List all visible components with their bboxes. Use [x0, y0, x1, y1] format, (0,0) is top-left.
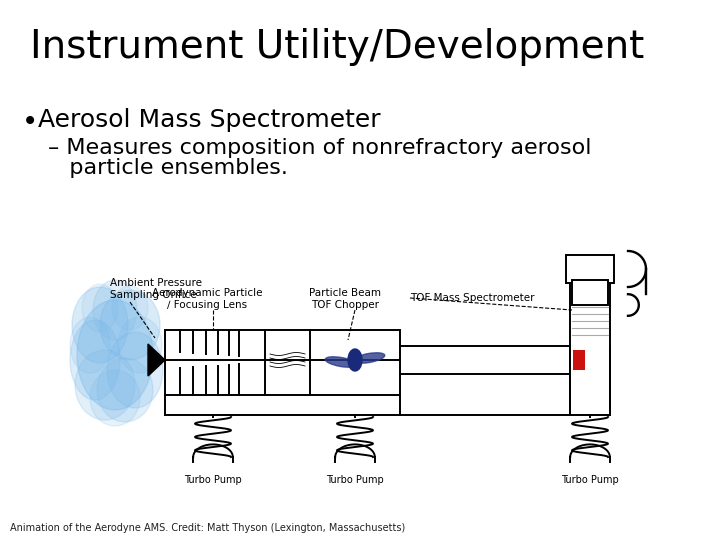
Bar [566, 255, 614, 283]
Ellipse shape [70, 320, 120, 400]
Ellipse shape [325, 357, 357, 367]
Text: Aerodynamic Particle
∕ Focusing Lens: Aerodynamic Particle ∕ Focusing Lens [152, 288, 262, 310]
Ellipse shape [93, 280, 137, 340]
Ellipse shape [100, 290, 160, 360]
Text: Turbo Pump: Turbo Pump [326, 475, 384, 485]
Ellipse shape [107, 332, 163, 408]
Ellipse shape [97, 358, 153, 422]
Text: Turbo Pump: Turbo Pump [561, 475, 619, 485]
Ellipse shape [348, 349, 362, 371]
Ellipse shape [112, 286, 148, 330]
Ellipse shape [118, 317, 162, 373]
Polygon shape [148, 344, 165, 376]
Text: Particle Beam
TOF Chopper: Particle Beam TOF Chopper [309, 288, 381, 310]
Bar [310, 330, 400, 395]
Bar [572, 280, 608, 305]
Text: Animation of the Aerodyne AMS. Credit: Matt Thyson (Lexington, Massachusetts): Animation of the Aerodyne AMS. Credit: M… [10, 523, 405, 533]
Text: Ambient Pressure
Sampling Orifice: Ambient Pressure Sampling Orifice [110, 278, 202, 300]
Ellipse shape [82, 284, 118, 332]
Text: TOF Mass Spectrometer: TOF Mass Spectrometer [410, 293, 534, 303]
Text: Turbo Pump: Turbo Pump [184, 475, 242, 485]
Ellipse shape [77, 300, 153, 410]
Text: •: • [22, 108, 38, 136]
Ellipse shape [354, 353, 384, 363]
Text: particle ensembles.: particle ensembles. [48, 158, 288, 178]
Ellipse shape [72, 287, 128, 363]
Ellipse shape [90, 370, 140, 426]
Text: – Measures composition of nonrefractory aerosol: – Measures composition of nonrefractory … [48, 138, 592, 158]
Ellipse shape [70, 317, 110, 373]
Bar [165, 330, 265, 395]
Bar [570, 280, 610, 415]
Text: Instrument Utility/Development: Instrument Utility/Development [30, 28, 644, 66]
Bar [573, 350, 585, 370]
Text: Aerosol Mass Spectrometer: Aerosol Mass Spectrometer [38, 108, 381, 132]
Ellipse shape [75, 350, 135, 420]
